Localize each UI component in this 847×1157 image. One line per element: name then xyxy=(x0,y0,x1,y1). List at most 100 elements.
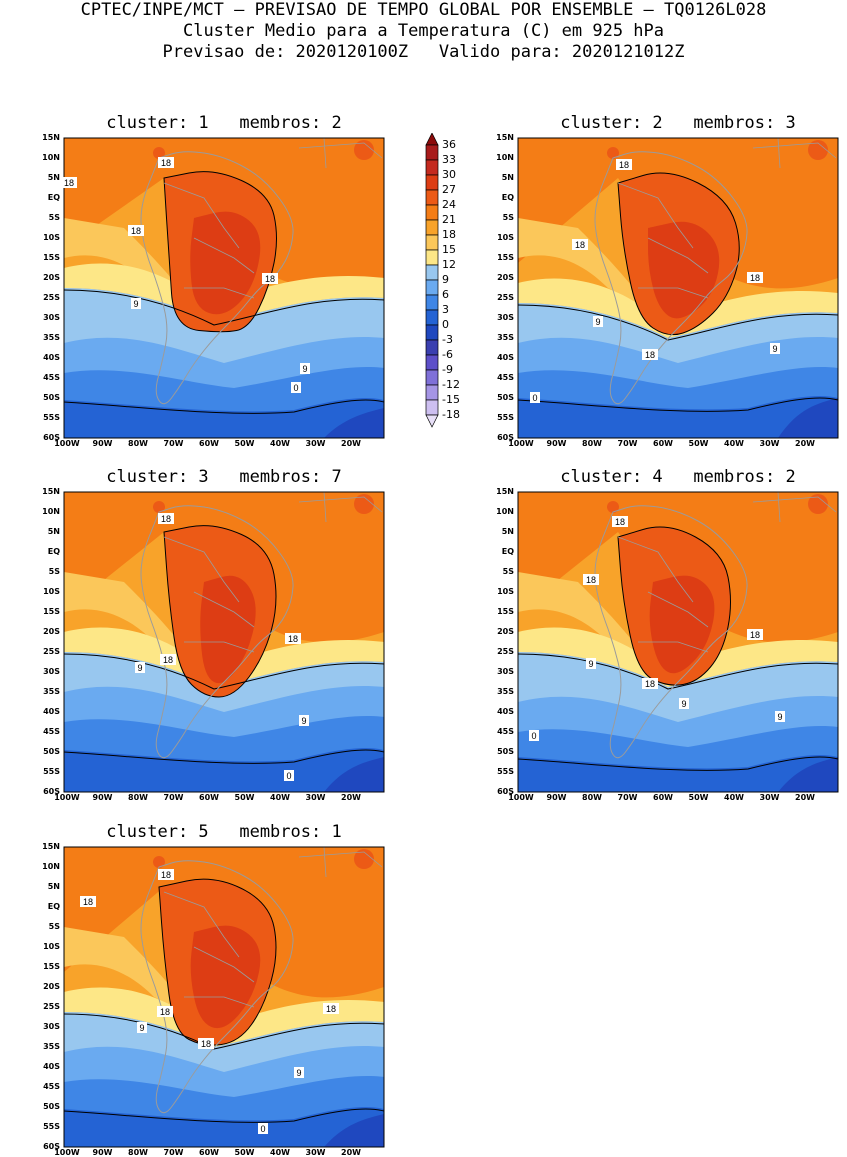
temperature-field: 18 18 18 9 9 0 xyxy=(63,491,385,793)
lon-label: 80W xyxy=(582,793,602,802)
lat-label: 55S xyxy=(497,413,514,422)
colorbar-label: 30 xyxy=(442,168,456,181)
lon-label: 20W xyxy=(341,793,361,802)
lat-label: 5N xyxy=(501,173,514,182)
svg-text:9: 9 xyxy=(301,716,306,726)
contour-label: 9 xyxy=(299,715,309,726)
warm-spot xyxy=(808,494,828,514)
colorbar-swatch xyxy=(425,174,439,191)
africa-coast xyxy=(298,491,383,523)
lon-label: 90W xyxy=(92,439,113,448)
warm-spot xyxy=(354,140,374,160)
colorbar-label: 6 xyxy=(442,288,449,301)
lat-label: 15N xyxy=(42,842,60,851)
contour-label: 9 xyxy=(131,298,141,309)
contour-18 xyxy=(163,171,277,333)
country-borders xyxy=(617,536,709,653)
contour-label: 18 xyxy=(157,1006,173,1017)
lat-label: 60S xyxy=(497,787,514,796)
colorbar-swatch xyxy=(425,399,439,416)
lon-label: 80W xyxy=(582,439,602,448)
field-12 xyxy=(64,263,384,323)
lat-label: 45S xyxy=(497,727,514,736)
colorbar-swatch xyxy=(425,204,439,221)
map-panel: 18 18 18 9 18 9 9 0 15N 10N 5N EQ 5S 10S 15S 20S 25S 30S 3… xyxy=(496,487,839,802)
field-12 xyxy=(518,278,838,338)
lat-label: 10S xyxy=(43,942,60,951)
lon-label: 40W xyxy=(270,439,290,448)
contour-label: 18 xyxy=(323,1003,339,1014)
lat-label: 30S xyxy=(43,667,60,676)
lon-label: 60W xyxy=(653,793,673,802)
lon-label: 60W xyxy=(199,439,219,448)
lat-label: 55S xyxy=(43,767,60,776)
svg-text:18: 18 xyxy=(64,178,74,188)
lat-label: 35S xyxy=(43,687,60,696)
lat-label: 35S xyxy=(497,687,514,696)
lat-label: 20S xyxy=(43,273,60,282)
warm-spot xyxy=(607,147,619,159)
contour-label: 0 xyxy=(284,770,294,781)
lat-label: 25S xyxy=(43,1002,60,1011)
lon-label: 40W xyxy=(724,439,744,448)
contour-label: 18 xyxy=(616,159,632,170)
lat-label: 35S xyxy=(497,333,514,342)
header-line-1: CPTEC/INPE/MCT — PREVISAO DE TEMPO GLOBA… xyxy=(80,0,767,20)
temperature-field: 18 18 18 9 18 9 9 0 xyxy=(517,491,839,793)
colorbar-swatch xyxy=(425,324,439,341)
map-panel: 18 18 18 18 9 9 0 15N 10N 5N EQ 5S 10S 15S 20S 25S 30S 35… xyxy=(42,133,385,448)
lat-label: 15S xyxy=(43,253,60,262)
colorbar-label: 21 xyxy=(442,213,456,226)
lon-label: 100W xyxy=(508,793,534,802)
svg-text:18: 18 xyxy=(161,514,171,524)
lon-label: 30W xyxy=(305,1148,326,1157)
map-panel: 18 18 18 18 9 18 9 0 15N 10N 5N EQ 5S 10S 15S 20S 25S 30S… xyxy=(42,842,385,1157)
contour-label: 18 xyxy=(642,349,658,360)
lon-label: 100W xyxy=(54,439,80,448)
field-0 xyxy=(518,755,838,792)
field-15 xyxy=(64,927,194,1017)
map-panel: 18 18 18 9 18 9 0 15N 10N 5N EQ 5S 10S 15S 20S 25S 30S 35… xyxy=(496,133,839,448)
lon-label: 50W xyxy=(234,439,255,448)
contour-label: 18 xyxy=(61,177,77,188)
africa-coast xyxy=(298,137,383,169)
field-15 xyxy=(64,572,194,662)
lat-label: 5S xyxy=(48,567,60,576)
colorbar-label: 36 xyxy=(442,138,456,151)
africa-coast xyxy=(298,846,383,878)
country-borders xyxy=(163,536,255,653)
panel-title: cluster: 2 membros: 3 xyxy=(560,113,796,133)
lat-label: 60S xyxy=(497,433,514,442)
field-minus3 xyxy=(778,757,838,792)
contour-label: 9 xyxy=(770,343,780,354)
contour-label: 0 xyxy=(291,382,301,393)
lon-label: 20W xyxy=(795,793,815,802)
field-minus3 xyxy=(324,1114,384,1147)
lat-label: 10S xyxy=(43,587,60,596)
svg-text:9: 9 xyxy=(772,344,777,354)
field-0 xyxy=(64,748,384,792)
colorbar-label: -3 xyxy=(442,333,453,346)
country-borders xyxy=(163,182,255,299)
svg-text:18: 18 xyxy=(83,897,93,907)
contour-18 xyxy=(617,172,740,336)
svg-text:18: 18 xyxy=(201,1039,211,1049)
svg-text:9: 9 xyxy=(137,663,142,673)
lat-label: EQ xyxy=(501,193,514,202)
lat-label: 45S xyxy=(43,373,60,382)
lat-label: 10N xyxy=(496,153,514,162)
lat-label: 5S xyxy=(48,922,60,931)
lat-label: 50S xyxy=(43,393,60,402)
lat-label: 35S xyxy=(43,333,60,342)
header-line-2: Cluster Medio para a Temperatura (C) em … xyxy=(182,21,665,41)
lat-label: 50S xyxy=(497,393,514,402)
svg-text:18: 18 xyxy=(288,634,298,644)
lon-label: 60W xyxy=(653,439,673,448)
lon-label: 90W xyxy=(92,793,113,802)
colorbar-label: 9 xyxy=(442,273,449,286)
svg-text:9: 9 xyxy=(139,1023,144,1033)
field-27 xyxy=(648,221,720,319)
lon-label: 30W xyxy=(759,439,780,448)
lat-label: 20S xyxy=(497,273,514,282)
lon-label: 90W xyxy=(92,1148,113,1157)
